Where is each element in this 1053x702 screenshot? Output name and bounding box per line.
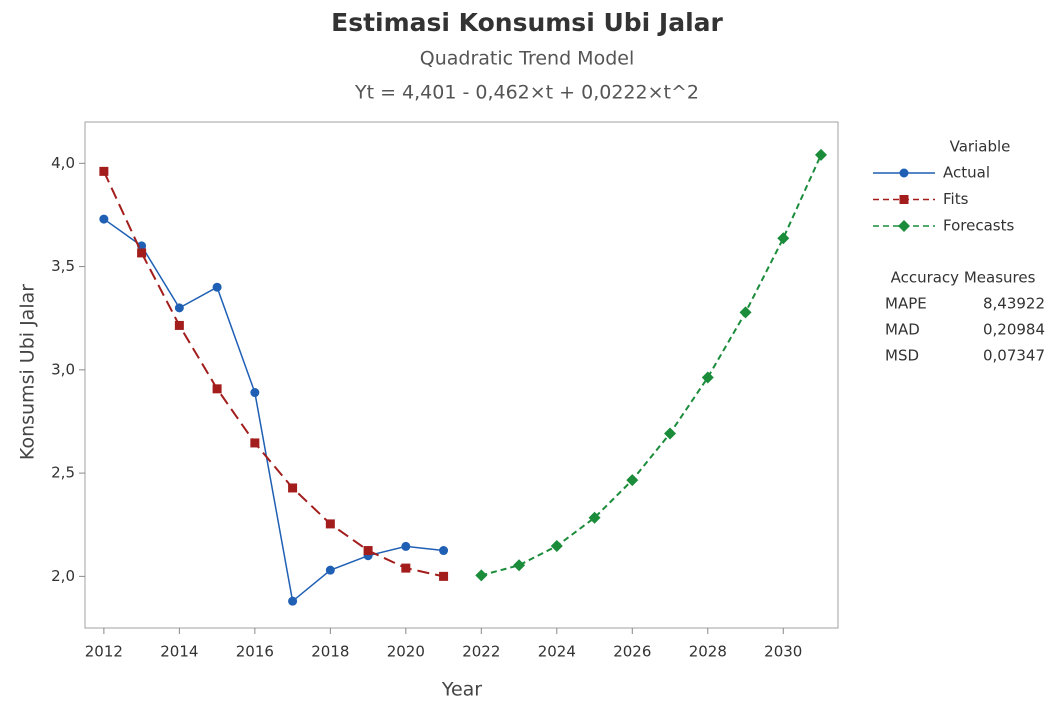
y-tick-label: 3,0 xyxy=(51,360,75,378)
marker xyxy=(701,371,714,384)
chart-subtitle: Quadratic Trend Model xyxy=(420,48,634,70)
y-tick-label: 2,0 xyxy=(51,567,75,585)
y-axis-label: Konsumsi Ubi Jalar xyxy=(17,284,39,460)
marker xyxy=(401,563,411,573)
marker xyxy=(137,248,147,258)
accuracy-name: MAPE xyxy=(885,295,927,313)
x-tick-label: 2016 xyxy=(236,643,274,661)
plot-frame xyxy=(84,121,839,629)
accuracy-name: MAD xyxy=(885,321,920,339)
chart-title: Estimasi Konsumsi Ubi Jalar xyxy=(331,8,723,37)
marker xyxy=(99,166,109,176)
marker xyxy=(212,282,222,292)
marker xyxy=(475,569,488,582)
marker xyxy=(288,596,298,606)
accuracy-value: 8,43922 xyxy=(983,295,1045,313)
marker xyxy=(626,474,639,487)
marker xyxy=(137,241,147,251)
marker xyxy=(363,546,373,556)
x-tick-label: 2022 xyxy=(462,643,500,661)
marker xyxy=(250,438,260,448)
accuracy-value: 0,07347 xyxy=(983,347,1045,365)
marker xyxy=(401,541,411,551)
marker xyxy=(777,232,790,245)
marker xyxy=(815,148,828,161)
marker xyxy=(739,306,752,319)
marker xyxy=(899,195,909,204)
marker xyxy=(439,571,449,581)
marker xyxy=(550,540,563,553)
x-tick-label: 2018 xyxy=(311,643,349,661)
series-line xyxy=(103,218,444,603)
x-tick-label: 2012 xyxy=(85,643,123,661)
equation: Yt = 4,401 - 0,462×t + 0,0222×t^2 xyxy=(354,82,699,104)
accuracy-title: Accuracy Measures xyxy=(891,269,1036,287)
legend-title: Variable xyxy=(950,138,1011,156)
series-line xyxy=(481,154,822,577)
series-line xyxy=(102,170,444,578)
x-tick-label: 2020 xyxy=(387,643,425,661)
x-tick-label: 2030 xyxy=(764,643,802,661)
marker xyxy=(250,388,260,398)
marker xyxy=(174,303,184,313)
x-axis-label: Year xyxy=(441,679,482,701)
marker xyxy=(325,519,335,529)
marker xyxy=(99,214,109,224)
legend-label: Fits xyxy=(943,190,969,208)
x-tick-label: 2026 xyxy=(613,643,651,661)
x-tick-label: 2024 xyxy=(538,643,576,661)
marker xyxy=(898,220,910,232)
x-tick-label: 2028 xyxy=(689,643,727,661)
marker xyxy=(288,483,298,493)
marker xyxy=(325,565,335,575)
marker xyxy=(664,427,677,440)
y-tick-label: 4,0 xyxy=(51,154,75,172)
marker xyxy=(513,559,526,572)
x-tick-label: 2014 xyxy=(160,643,198,661)
marker xyxy=(588,511,601,524)
y-tick-label: 3,5 xyxy=(51,257,75,275)
accuracy-value: 0,20984 xyxy=(983,321,1045,339)
legend-label: Forecasts xyxy=(943,217,1014,235)
marker xyxy=(899,168,909,178)
marker xyxy=(174,320,184,330)
y-tick-label: 2,5 xyxy=(51,464,75,482)
marker xyxy=(212,384,222,394)
legend-label: Actual xyxy=(943,164,990,182)
marker xyxy=(439,546,449,556)
accuracy-name: MSD xyxy=(885,347,919,365)
